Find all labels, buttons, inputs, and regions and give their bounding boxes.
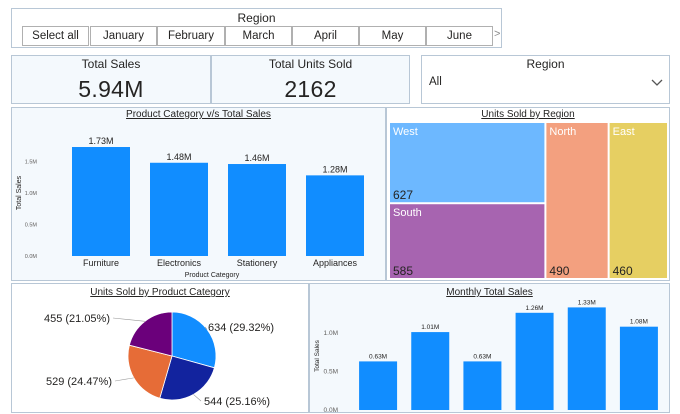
y-tick-label: 1.0M [25, 191, 38, 197]
x-axis-label: Product Category [185, 272, 240, 279]
chip-select-all[interactable]: Select all [22, 26, 89, 46]
data-label: 1.33M [578, 299, 596, 306]
region-dropdown-slicer: Region All [421, 55, 670, 104]
total-sales-card: Total Sales 5.94M [11, 55, 211, 104]
y-tick-label: 1.0M [324, 330, 338, 337]
pie-label: 544 (25.16%) [204, 396, 270, 408]
units-category-visual: Units Sold by Product Category 634 (29.3… [11, 283, 309, 413]
bar [619, 326, 658, 410]
bar [72, 147, 130, 256]
units-category-pie: 634 (29.32%) 544 (25.16%) 529 (24.47%) 455 … [44, 311, 274, 408]
category-sales-title: Product Category v/s Total Sales [126, 109, 271, 120]
units-category-title: Units Sold by Product Category [90, 287, 230, 298]
y-tick-label: 0.5M [25, 223, 38, 229]
pie-label: 529 (24.47%) [46, 376, 112, 388]
tile-value: 585 [393, 264, 413, 278]
total-units-label: Total Units Sold [268, 57, 353, 71]
chip-june[interactable]: June [426, 26, 493, 46]
units-region-title: Units Sold by Region [481, 109, 575, 120]
region-dropdown[interactable]: All [423, 71, 669, 96]
bar [359, 361, 398, 410]
tile-value: 460 [613, 264, 633, 278]
pie-label: 634 (29.32%) [208, 322, 274, 334]
data-label: 0.63M [369, 353, 387, 360]
tile-value: 490 [549, 264, 569, 278]
x-tick-label: Appliances [313, 258, 358, 268]
leader-line [193, 394, 202, 402]
tile-label: West [393, 126, 418, 138]
region-dropdown-title: Region [526, 57, 565, 71]
chip-february[interactable]: February [157, 26, 225, 46]
total-units-card: Total Units Sold 2162 [211, 55, 410, 104]
region-slicer: Region Select all January February March… [11, 8, 502, 48]
y-axis-label: Total Sales [16, 175, 23, 210]
y-axis-label: Total Sales [314, 339, 321, 372]
leader-line [112, 317, 146, 322]
chevron-down-icon [651, 79, 663, 86]
treemap-tile-south [390, 204, 545, 278]
tile-value: 627 [393, 188, 413, 202]
leader-line [114, 377, 134, 382]
chip-may[interactable]: May [359, 26, 426, 46]
bar [463, 361, 502, 410]
x-tick-label: Furniture [83, 258, 119, 268]
category-sales-visual: Product Category v/s Total Sales 0.0M 0.5… [11, 107, 386, 281]
tile-label: South [393, 207, 422, 219]
region-slicer-title: Region [237, 11, 276, 25]
y-tick-label: 0.5M [324, 368, 338, 375]
y-tick-label: 0.0M [324, 407, 338, 414]
pie-slice [128, 311, 173, 357]
tile-label: North [549, 126, 576, 138]
units-region-treemap: West 627 South 585 North 490 East 460 [390, 123, 667, 278]
region-dropdown-value: All [429, 76, 442, 88]
bar [515, 312, 554, 410]
pie-slice [127, 344, 173, 399]
total-sales-value: 5.94M [78, 76, 144, 102]
data-label: 1.26M [526, 305, 544, 312]
leader-line [204, 326, 208, 330]
y-tick-label: 1.5M [25, 160, 38, 166]
units-region-visual: Units Sold by Region West 627 South 585 Nort… [386, 107, 670, 281]
total-units-value: 2162 [284, 76, 337, 102]
data-label: 1.73M [88, 136, 113, 146]
treemap-tile-west [390, 123, 545, 203]
pie-slice [159, 355, 215, 401]
total-sales-label: Total Sales [81, 57, 141, 71]
x-tick-label: Stationery [237, 258, 278, 268]
tile-label: East [613, 126, 635, 138]
treemap-tile-east [609, 123, 667, 278]
monthly-sales-title: Monthly Total Sales [446, 287, 533, 298]
data-label: 1.28M [322, 164, 347, 174]
bar [306, 175, 364, 256]
treemap-tile-north [546, 123, 608, 278]
chip-march[interactable]: March [225, 26, 292, 46]
bar [228, 164, 286, 256]
bar [567, 307, 606, 410]
data-label: 1.08M [630, 319, 648, 326]
category-sales-chart: 0.0M 0.5M 1.0M 1.5M Total Sales 1.73M Furnitur… [16, 136, 364, 279]
bar [411, 332, 450, 410]
chip-january[interactable]: January [90, 26, 157, 46]
pie-label: 455 (21.05%) [44, 313, 110, 325]
next-page-chevron-icon[interactable]: > [494, 28, 501, 40]
data-label: 0.63M [473, 353, 491, 360]
data-label: 1.48M [166, 152, 191, 162]
monthly-sales-visual: Monthly Total Sales 0.0M 0.5M 1.0M Total Sa… [309, 283, 670, 414]
data-label: 1.01M [421, 324, 439, 331]
bar [150, 162, 208, 256]
x-tick-label: Electronics [157, 258, 202, 268]
y-tick-label: 0.0M [25, 254, 38, 260]
chip-april[interactable]: April [292, 26, 359, 46]
data-label: 1.46M [244, 153, 269, 163]
